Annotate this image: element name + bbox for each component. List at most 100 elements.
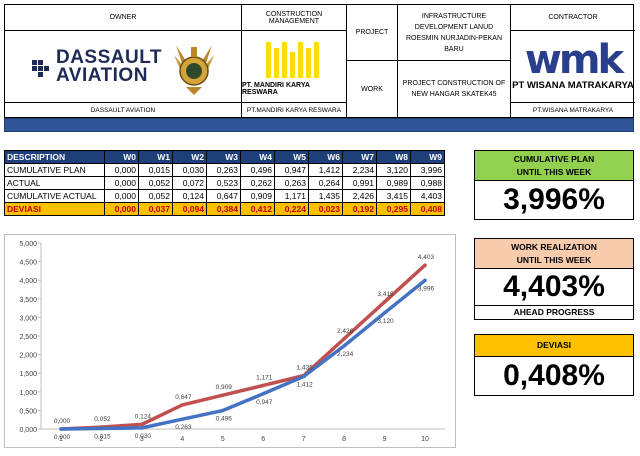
y-tick-label: 2,500 <box>19 334 37 341</box>
header-divider-bar <box>4 118 634 132</box>
data-label: 3,120 <box>377 318 394 325</box>
work-realization-title-line2: UNTIL THIS WEEK <box>516 254 592 265</box>
deviasi-title: DEVIASI <box>475 335 633 357</box>
data-point <box>180 403 185 407</box>
cumulative-plan-panel: CUMULATIVE PLAN UNTIL THIS WEEK 3,996% <box>474 150 634 220</box>
x-tick-label: 5 <box>221 436 225 443</box>
data-point <box>140 426 144 430</box>
data-point <box>382 300 387 304</box>
progress-table: DESCRIPTION W0 W1 W2 W3 W4 W5 W6 W7 W8 W… <box>4 150 445 216</box>
data-label: 0,124 <box>135 413 152 420</box>
contractor-title: CONTRACTOR <box>511 5 635 31</box>
cumulative-plan-title: CUMULATIVE PLAN UNTIL THIS WEEK <box>475 151 633 181</box>
dassault-logo-line1: DASSAULT <box>55 46 163 68</box>
cumulative-plan-title-line1: CUMULATIVE PLAN <box>513 153 595 164</box>
y-tick-label: 5,000 <box>19 241 37 248</box>
deviasi-value: 0,408% <box>503 359 605 392</box>
table-cell: 0,224 <box>274 202 309 216</box>
data-label: 0,647 <box>175 394 192 401</box>
air-force-emblem-icon <box>172 37 216 97</box>
data-point <box>180 417 185 422</box>
contractor-logo-area: wmk PT WISANA MATRAKARYA <box>511 31 635 102</box>
table-cell: 0,947 <box>274 163 309 177</box>
data-label: 0,263 <box>175 424 192 431</box>
table-cell: 4,403 <box>410 189 445 203</box>
work-realization-value: 4,403% <box>503 270 605 303</box>
data-point <box>301 374 306 379</box>
data-point <box>382 311 387 315</box>
table-cell: 0,262 <box>240 176 275 190</box>
data-label: 2,234 <box>337 351 354 358</box>
cm-company-name: PT. MANDIRI KARYA RESWARA <box>242 81 310 96</box>
column-header: W5 <box>274 150 309 164</box>
data-point <box>220 393 225 397</box>
x-tick-label: 8 <box>342 436 346 443</box>
y-tick-label: 4,500 <box>19 260 37 267</box>
row-label: ACTUAL <box>4 176 105 190</box>
table-cell: 0,988 <box>410 176 445 190</box>
table-cell: 3,120 <box>376 163 411 177</box>
table-cell: 0,124 <box>172 189 207 203</box>
table-cell: 0,023 <box>308 202 343 216</box>
x-tick-label: 2 <box>99 436 103 443</box>
table-cell: 0,000 <box>104 176 139 190</box>
y-tick-label: 2,000 <box>19 353 37 360</box>
data-point <box>342 336 346 341</box>
data-label: 0,947 <box>256 399 273 406</box>
data-label: 0,030 <box>135 433 152 440</box>
mandiri-logo-icon <box>260 38 328 80</box>
column-header: W3 <box>206 150 241 164</box>
table-cell: 0,030 <box>172 163 207 177</box>
table-cell: 2,234 <box>342 163 377 177</box>
labels-cell: PROJECT WORK <box>347 5 398 117</box>
table-cell: 0,647 <box>206 189 241 203</box>
data-label: 1,412 <box>297 381 314 388</box>
data-label: 1,435 <box>297 365 314 372</box>
data-label: 2,426 <box>337 328 354 335</box>
y-tick-label: 1,000 <box>19 390 37 397</box>
table-cell: 1,435 <box>308 189 343 203</box>
y-tick-label: 0,500 <box>19 408 37 415</box>
data-label: 4,403 <box>418 254 435 261</box>
work-realization-title-line1: WORK REALIZATION <box>511 241 597 252</box>
column-header: W8 <box>376 150 411 164</box>
progress-s-curve-chart: 0,000 0,500 1,000 1,500 2,000 2,500 3,000 3,500… <box>4 234 456 448</box>
table-cell: 0,295 <box>376 202 411 216</box>
project-name: INFRASTRUCTURE DEVELOPMENT LANUD ROESMIN… <box>398 5 510 61</box>
owner-cell: OWNER DASSAULT AVIATION <box>5 5 242 117</box>
table-cell: 0,496 <box>240 163 275 177</box>
x-tick-label: 1 <box>59 436 63 443</box>
cumulative-plan-value: 3,996% <box>503 183 605 216</box>
data-label: 0,496 <box>216 416 233 423</box>
table-cell: 0,037 <box>138 202 173 216</box>
data-point <box>261 383 266 388</box>
data-label: 0,000 <box>54 434 71 441</box>
column-header: W2 <box>172 150 207 164</box>
owner-title: OWNER <box>5 5 241 31</box>
table-cell: 0,052 <box>138 176 173 190</box>
table-cell: 0,989 <box>376 176 411 190</box>
project-label: PROJECT <box>347 5 397 61</box>
column-header: W9 <box>410 150 445 164</box>
table-cell: 0,000 <box>104 163 139 177</box>
x-tick-label: 3 <box>140 436 144 443</box>
project-header: OWNER DASSAULT AVIATION <box>4 4 635 118</box>
column-header: W0 <box>104 150 139 164</box>
table-cell: 0,052 <box>138 189 173 203</box>
table-cell: 0,072 <box>172 176 207 190</box>
y-tick-label: 4,000 <box>19 278 37 285</box>
y-tick-label: 3,500 <box>19 297 37 304</box>
series-line-0 <box>60 278 427 431</box>
table-row-cumulative-plan: CUMULATIVE PLAN 0,000 0,015 0,030 0,263 … <box>4 163 445 177</box>
y-tick-label: 0,000 <box>19 427 37 434</box>
y-tick-label: 3,000 <box>19 315 37 322</box>
column-header: W1 <box>138 150 173 164</box>
work-label: WORK <box>361 85 383 93</box>
table-cell: 0,192 <box>342 202 377 216</box>
cm-footer: PT.MANDIRI KARYA RESWARA <box>242 102 346 117</box>
table-row-actual: ACTUAL 0,000 0,052 0,072 0,523 0,262 0,2… <box>4 176 445 190</box>
table-cell: 2,426 <box>342 189 377 203</box>
table-row-cumulative-actual: CUMULATIVE ACTUAL 0,000 0,052 0,124 0,64… <box>4 189 445 203</box>
contractor-name: PT WISANA MATRAKARYA <box>512 80 634 91</box>
column-header: W4 <box>240 150 275 164</box>
